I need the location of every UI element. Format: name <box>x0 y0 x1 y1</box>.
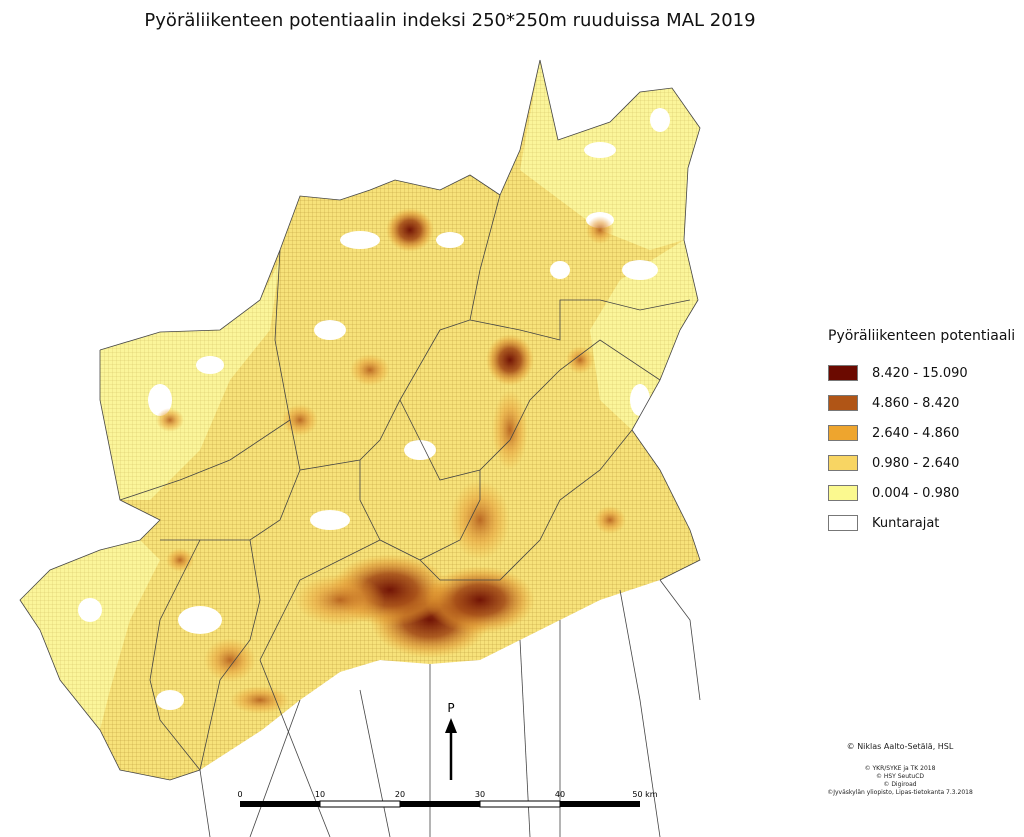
map-title: Pyöräliikenteen potentiaalin indeksi 250… <box>144 10 756 31</box>
copyright-source: © Digiroad <box>883 781 917 788</box>
copyright-block: © Niklas Aalto-Setälä, HSL © YKR/SYKE ja… <box>800 742 1000 797</box>
legend-swatch <box>828 485 858 501</box>
legend-label: 8.420 - 15.090 <box>872 365 968 381</box>
legend-label: Kuntarajat <box>872 515 940 531</box>
legend-item: 8.420 - 15.090 <box>828 358 1015 388</box>
copyright-source: © HSY SeutuCD <box>875 773 925 780</box>
north-arrow-icon: P <box>445 701 457 780</box>
legend-item: 0.980 - 2.640 <box>828 448 1015 478</box>
scale-bar: 0 10 20 30 40 50 km <box>237 790 658 808</box>
scale-tick: 10 <box>315 790 325 799</box>
scale-tick: 20 <box>395 790 405 799</box>
legend-item: 4.860 - 8.420 <box>828 388 1015 418</box>
legend-swatch <box>828 515 858 531</box>
copyright-source: © YKR/SYKE ja TK 2018 <box>864 765 936 772</box>
legend-swatch <box>828 455 858 471</box>
copyright-author: © Niklas Aalto-Setälä, HSL <box>846 742 954 751</box>
scale-tick: 40 <box>555 790 565 799</box>
legend-label: 0.980 - 2.640 <box>872 455 960 471</box>
legend: Pyöräliikenteen potentiaali 8.420 - 15.0… <box>828 328 1015 538</box>
scale-tick: 30 <box>475 790 485 799</box>
legend-label: 0.004 - 0.980 <box>872 485 960 501</box>
scale-tick: 50 km <box>632 790 657 799</box>
legend-item: 0.004 - 0.980 <box>828 478 1015 508</box>
legend-swatch <box>828 425 858 441</box>
legend-item: Kuntarajat <box>828 508 1015 538</box>
potential-grid-layer <box>20 60 700 780</box>
municipal-borders <box>19 59 701 837</box>
legend-swatch <box>828 395 858 411</box>
legend-label: 4.860 - 8.420 <box>872 395 960 411</box>
north-arrow-label: P <box>447 701 454 715</box>
legend-item: 2.640 - 4.860 <box>828 418 1015 448</box>
legend-swatch <box>828 365 858 381</box>
scale-tick: 0 <box>237 790 242 799</box>
copyright-source: ©Jyväskylän yliopisto, Lipas-tietokanta … <box>827 789 973 796</box>
legend-title: Pyöräliikenteen potentiaali <box>828 328 1016 344</box>
legend-label: 2.640 - 4.860 <box>872 425 960 441</box>
